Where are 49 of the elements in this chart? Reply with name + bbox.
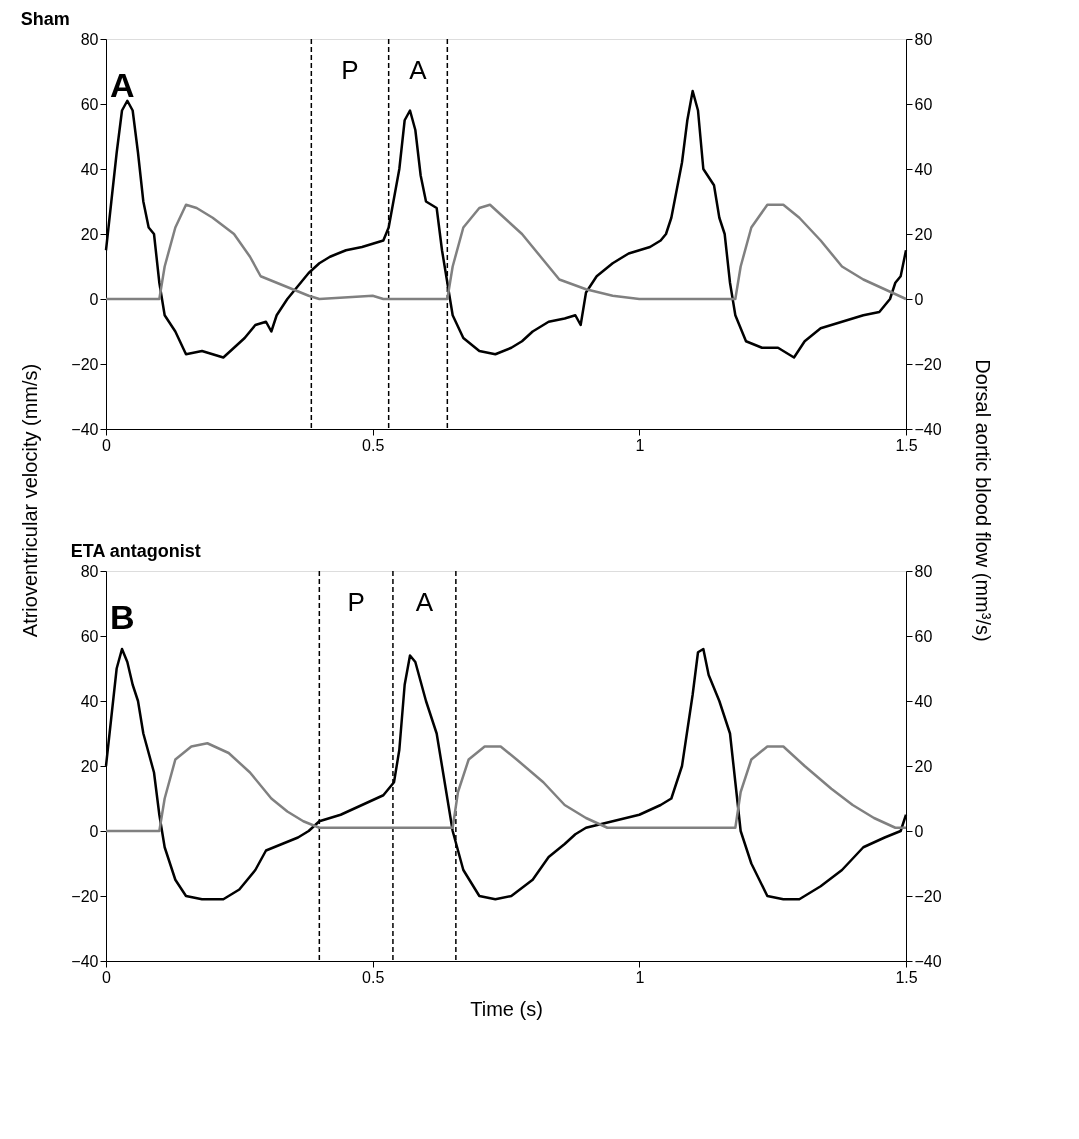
annotation: P [347,587,365,617]
x-tick-label: 1 [635,436,645,454]
y-tick-label: 0 [89,822,99,840]
y2-tick-label: −40 [914,952,942,970]
y-tick-label: −20 [71,355,99,373]
y-tick-label: −40 [71,420,99,438]
y-tick-label: 60 [80,95,99,113]
annotation: A [415,587,434,617]
y-tick-label: 60 [80,627,99,645]
x-tick-label: 1 [635,968,645,986]
x-tick-label: 0 [102,968,112,986]
x-tick-label: 0.5 [362,968,385,986]
y2-tick-label: 20 [914,757,933,775]
chart-title: Sham [20,9,70,29]
y2-tick-label: 80 [914,30,933,48]
annotation: B [110,598,135,636]
y2-tick-label: 40 [914,160,933,178]
y2-tick-label: 0 [914,290,924,308]
y-tick-label: 20 [80,225,99,243]
y2-tick-label: 60 [914,95,933,113]
y2-tick-label: 0 [914,822,924,840]
y-tick-label: 0 [89,290,99,308]
y-tick-label: 80 [80,562,99,580]
y2-tick-label: 80 [914,562,933,580]
y2-tick-label: −20 [914,887,942,905]
y-axis-title: Atrioventricular velocity (mm/s) [19,363,42,638]
annotation: A [110,66,135,104]
y-tick-label: 40 [80,160,99,178]
line-series [104,203,908,301]
annotation: P [341,55,359,85]
y2-tick-label: 40 [914,692,933,710]
y-tick-label: 20 [80,757,99,775]
x-tick-label: 0.5 [362,436,385,454]
y2-tick-label: 60 [914,627,933,645]
y-tick-label: 40 [80,692,99,710]
chart-title: ETA antagonist [70,541,201,561]
y-tick-label: −40 [71,952,99,970]
y2-tick-label: 20 [914,225,933,243]
line-series [104,742,908,833]
y2-tick-label: −40 [914,420,942,438]
x-axis-title: Time (s) [470,997,543,1020]
y2-axis-title: Dorsal aortic blood flow (mm³/s) [971,359,994,642]
x-tick-label: 1.5 [895,968,918,986]
y2-tick-label: −20 [914,355,942,373]
x-tick-label: 1.5 [895,436,918,454]
x-tick-label: 0 [102,436,112,454]
y-tick-label: −20 [71,887,99,905]
annotation: A [409,55,428,85]
y-tick-label: 80 [80,30,99,48]
